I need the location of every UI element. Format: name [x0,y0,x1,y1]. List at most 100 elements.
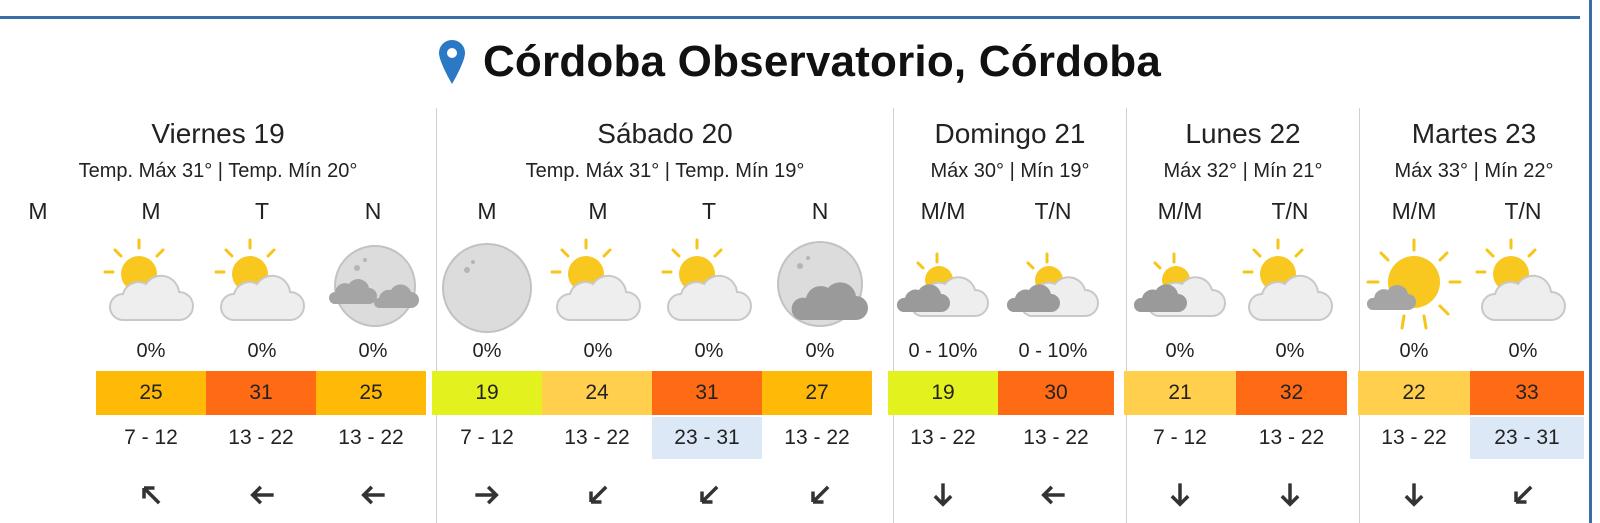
period-label: M [28,198,48,224]
period-label: M/M [920,198,966,224]
right-border [1589,0,1592,523]
day-name: Lunes 22 [1185,118,1301,149]
precipitation-probability: 0% [1275,340,1305,362]
cloudy-night-icon [765,238,875,338]
day-name: Sábado 20 [597,118,733,149]
day-temps-summary: Máx 32° | Mín 21° [1163,160,1323,182]
hour-range: 13 - 22 [784,426,850,449]
partly-cloudy-day-icon [96,238,206,338]
day-separator [1126,108,1127,523]
hour-range: 7 - 12 [460,426,514,449]
period-label: T [254,198,270,224]
hour-range: 13 - 22 [228,426,294,449]
day-separator [1359,108,1360,523]
arrow-up-left-icon [96,470,206,520]
temperature-cell: 32 [1236,371,1347,415]
hour-range: 13 - 22 [338,426,404,449]
period-label: T/N [1504,198,1542,224]
partly-cloudy-night-icon [318,238,428,338]
hour-range: 13 - 22 [1381,426,1447,449]
day-column-martes: Martes 23 Máx 33° | Mín 22° M/M T/N 0% 0… [1358,108,1588,523]
temperature-cell: 25 [96,371,206,415]
precipitation-probability: 0 - 10% [1018,340,1088,362]
temperature-cell: 25 [316,371,426,415]
precipitation-probability: 0% [358,340,388,362]
arrow-down-icon [1125,470,1235,520]
arrow-left-icon [318,470,428,520]
mostly-cloudy-icon [888,238,998,338]
temperature-cell: 21 [1124,371,1236,415]
temperature-cell: 24 [542,371,652,415]
location-header: Córdoba Observatorio, Córdoba [0,32,1600,92]
hour-range: 7 - 12 [1153,426,1207,449]
day-name: Domingo 21 [934,118,1086,149]
period-labels: M M T N [0,198,436,230]
temperature-cell: 33 [1470,371,1584,415]
hour-range: 13 - 22 [564,426,630,449]
period-label: M [141,198,161,224]
precipitation-probability: 0% [136,340,166,362]
precipitation-probability: 0% [694,340,724,362]
arrow-down-icon [1359,470,1469,520]
day-name: Martes 23 [1411,118,1537,149]
day-separator [893,108,894,523]
sunny-cloud-icon [1359,238,1469,338]
hour-range: 23 - 31 [1470,417,1584,459]
arrow-down-left-icon [765,470,875,520]
arrow-left-icon [207,470,317,520]
period-label: M/M [1157,198,1203,224]
period-label: N [364,198,382,224]
temperature-cell: 31 [206,371,316,415]
day-separator [436,108,437,523]
day-column-viernes: Viernes 19 Temp. Máx 31° | Temp. Mín 20°… [0,108,436,523]
partly-cloudy-day-icon [1235,238,1345,338]
temperature-cell: 19 [432,371,542,415]
temperature-cell: 30 [998,371,1114,415]
day-temps-summary: Máx 33° | Mín 22° [1394,160,1554,182]
hour-range: 13 - 22 [910,426,976,449]
precipitation-probability: 0% [247,340,277,362]
temperature-cell: 19 [888,371,998,415]
hour-range: 13 - 22 [1023,426,1089,449]
arrow-down-icon [1235,470,1345,520]
mostly-cloudy-icon [1125,238,1235,338]
temperature-cell: 27 [762,371,872,415]
top-divider [0,16,1580,19]
day-temps-summary: Temp. Máx 31° | Temp. Mín 20° [78,160,358,182]
arrow-right-icon [432,470,542,520]
precipitation-probability: 0% [583,340,613,362]
period-label: N [811,198,829,224]
arrow-down-left-icon [1468,470,1578,520]
precipitation-probability: 0% [1399,340,1429,362]
map-pin-icon [438,40,465,84]
precipitation-probability: 0 - 10% [908,340,978,362]
arrow-down-icon [888,470,998,520]
arrow-down-left-icon [543,470,653,520]
day-column-lunes: Lunes 22 Máx 32° | Mín 21° M/M T/N 0% 0%… [1124,108,1359,523]
period-label: T [701,198,717,224]
day-column-sabado: Sábado 20 Temp. Máx 31° | Temp. Mín 19° … [432,108,893,523]
precipitation-probability: 0% [1508,340,1538,362]
period-label: M [588,198,608,224]
period-label: T/N [1271,198,1309,224]
period-label: M [477,198,497,224]
hour-range: 7 - 12 [124,426,178,449]
arrow-down-left-icon [654,470,764,520]
day-temps-summary: Temp. Máx 31° | Temp. Mín 19° [525,160,805,182]
partly-cloudy-day-icon [1468,238,1578,338]
day-temps-summary: Máx 30° | Mín 19° [930,160,1090,182]
period-label: T/N [1034,198,1072,224]
precipitation-probability: 0% [805,340,835,362]
precipitation-probability: 0% [1165,340,1195,362]
partly-cloudy-day-icon [207,238,317,338]
hour-range: 13 - 22 [1258,426,1325,449]
clear-night-icon [432,238,542,338]
partly-cloudy-day-icon [543,238,653,338]
day-column-domingo: Domingo 21 Máx 30° | Mín 19° M/M T/N 0 -… [888,108,1126,523]
arrow-left-icon [998,470,1108,520]
temperature-cell: 22 [1358,371,1470,415]
precipitation-probability: 0% [472,340,502,362]
mostly-cloudy-icon [998,238,1108,338]
period-label: M/M [1391,198,1437,224]
day-name: Viernes 19 [151,118,285,149]
